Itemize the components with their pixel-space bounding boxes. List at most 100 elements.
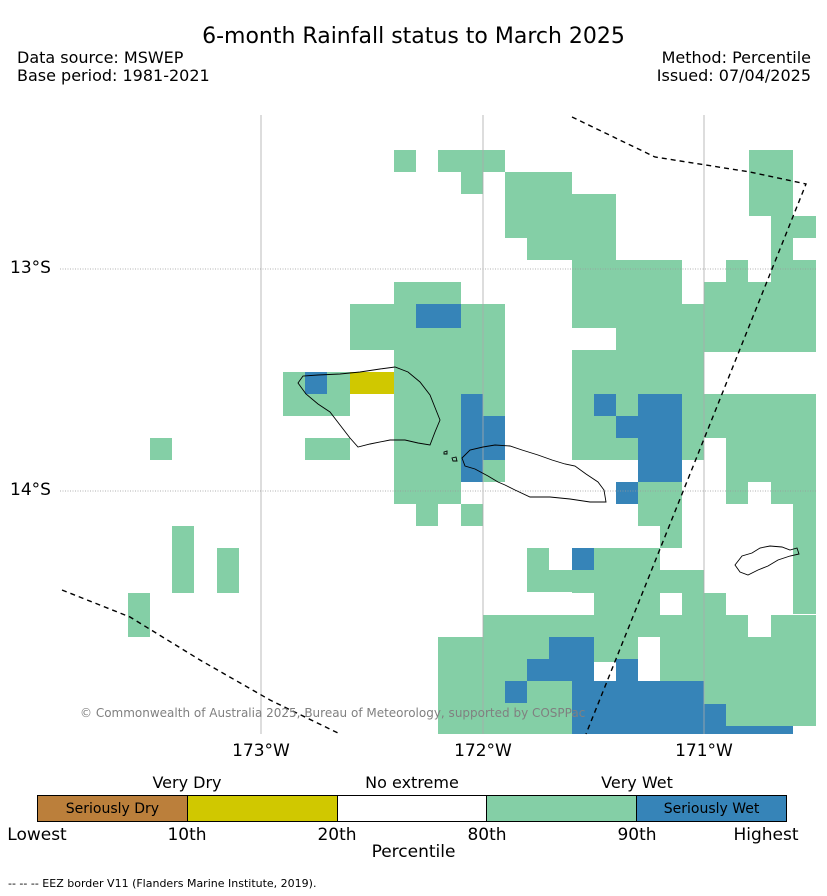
eez-border-southwest bbox=[61, 589, 341, 735]
legend-category-no-extreme: No extreme bbox=[365, 773, 459, 792]
rainfall-cell bbox=[660, 526, 682, 548]
rainfall-cell bbox=[726, 482, 748, 504]
rainfall-cell bbox=[682, 593, 704, 615]
rainfall-cell bbox=[527, 238, 616, 260]
rainfall-cell bbox=[416, 304, 461, 328]
rainfall-cell bbox=[682, 394, 704, 460]
rainfall-cell bbox=[749, 150, 793, 216]
legend-seriously-dry: Seriously Dry bbox=[38, 796, 188, 821]
y-tick-13s: 13°S bbox=[10, 258, 51, 278]
legend-no-extreme bbox=[337, 796, 488, 821]
percentile-axis-label: Percentile bbox=[371, 842, 456, 862]
rainfall-cell bbox=[616, 482, 638, 504]
rainfall-cell bbox=[793, 504, 816, 614]
copyright-notice: © Commonwealth of Australia 2025, Bureau… bbox=[80, 706, 586, 720]
rainfall-cell bbox=[704, 593, 726, 615]
rainfall-cell bbox=[572, 548, 594, 570]
percentile-10th: 10th bbox=[167, 825, 207, 845]
eez-border-note: -- -- -- EEZ border V11 (Flanders Marine… bbox=[8, 877, 317, 890]
percentile-20th: 20th bbox=[317, 825, 357, 845]
legend-category-very-wet: Very Wet bbox=[601, 773, 673, 792]
rainfall-cell bbox=[394, 394, 461, 504]
rainfall-cell bbox=[305, 438, 350, 460]
rainfall-cell bbox=[616, 328, 704, 350]
rainfall-cell bbox=[704, 615, 748, 637]
graticule bbox=[60, 115, 816, 734]
percentile-80th: 80th bbox=[467, 825, 507, 845]
rainfall-cell bbox=[704, 394, 816, 438]
rainfall-cell bbox=[483, 460, 505, 482]
rainfall-cell bbox=[527, 704, 572, 734]
rainfall-cell bbox=[616, 416, 682, 438]
rainfall-cell bbox=[572, 260, 682, 304]
rainfall-cell bbox=[172, 526, 194, 593]
rainfall-cell bbox=[438, 637, 549, 659]
rainfall-cell bbox=[438, 150, 505, 172]
rainfall-cell bbox=[616, 438, 638, 460]
legend-very-wet bbox=[487, 796, 638, 821]
rainfall-cell bbox=[616, 394, 638, 416]
rainfall-cell bbox=[594, 593, 660, 615]
upolu-island bbox=[461, 444, 607, 503]
rainfall-cell bbox=[350, 372, 394, 394]
rainfall-cell bbox=[704, 282, 816, 352]
eez-border-northeast bbox=[571, 116, 807, 735]
rainfall-cell bbox=[505, 172, 572, 194]
rainfall-cell bbox=[394, 350, 505, 394]
rainfall-cell bbox=[483, 394, 505, 416]
rainfall-cell bbox=[660, 570, 704, 593]
rainfall-cell bbox=[572, 416, 616, 460]
savaii-island bbox=[297, 366, 441, 448]
rainfall-cell bbox=[726, 726, 793, 734]
rainfall-cell bbox=[771, 260, 816, 282]
rainfall-cell bbox=[638, 504, 682, 526]
rainfall-cell bbox=[128, 593, 150, 637]
rainfall-cell bbox=[594, 394, 616, 416]
rainfall-cell bbox=[549, 637, 594, 659]
legend-seriously-wet: Seriously Wet bbox=[637, 796, 786, 821]
map-metadata-left: Data source: MSWEP Base period: 1981-202… bbox=[17, 49, 210, 85]
rainfall-cell bbox=[572, 350, 704, 394]
percentile-lowest: Lowest bbox=[7, 825, 67, 845]
rainfall-cell bbox=[771, 615, 816, 637]
rainfall-cell bbox=[461, 394, 483, 482]
rainfall-cell bbox=[394, 150, 416, 172]
rainfall-cell bbox=[726, 438, 816, 482]
rainfall-cell bbox=[771, 482, 816, 504]
issued-date: Issued: 07/04/2025 bbox=[656, 66, 811, 85]
rainfall-cell bbox=[305, 372, 327, 394]
rainfall-cell bbox=[150, 438, 172, 460]
rainfall-cell bbox=[771, 238, 793, 260]
rainfall-cell bbox=[616, 659, 638, 683]
rainfall-cell bbox=[527, 681, 572, 704]
base-period: Base period: 1981-2021 bbox=[17, 66, 210, 85]
rainfall-cell bbox=[394, 282, 461, 304]
y-tick-14s: 14°S bbox=[10, 480, 51, 500]
coastlines bbox=[297, 366, 800, 576]
rainfall-cell bbox=[483, 416, 505, 460]
rainfall-cell bbox=[660, 637, 816, 681]
legend-very-dry bbox=[187, 796, 338, 821]
method: Method: Percentile bbox=[661, 48, 811, 67]
legend-category-very-dry: Very Dry bbox=[152, 773, 222, 792]
manono-island bbox=[443, 450, 448, 455]
rainfall-cell bbox=[638, 394, 682, 416]
percentile-90th: 90th bbox=[617, 825, 657, 845]
rainfall-cell bbox=[483, 615, 704, 637]
rainfall-cell bbox=[771, 216, 816, 238]
rainfall-cell bbox=[505, 194, 616, 238]
rainfall-cell bbox=[572, 681, 704, 734]
rainfall-cell bbox=[527, 659, 594, 681]
rainfall-cell bbox=[461, 504, 483, 526]
rainfall-cell bbox=[572, 304, 704, 328]
data-source: Data source: MSWEP bbox=[17, 48, 184, 67]
rainfall-cell bbox=[461, 172, 483, 194]
tutuila-island bbox=[734, 545, 800, 576]
rainfall-cell bbox=[549, 570, 572, 592]
rainfall-cell bbox=[416, 504, 438, 526]
eez-border bbox=[61, 116, 807, 735]
rainfall-cell bbox=[505, 681, 527, 703]
x-tick-173w: 173°W bbox=[232, 741, 290, 761]
map-title: 6-month Rainfall status to March 2025 bbox=[202, 24, 625, 49]
